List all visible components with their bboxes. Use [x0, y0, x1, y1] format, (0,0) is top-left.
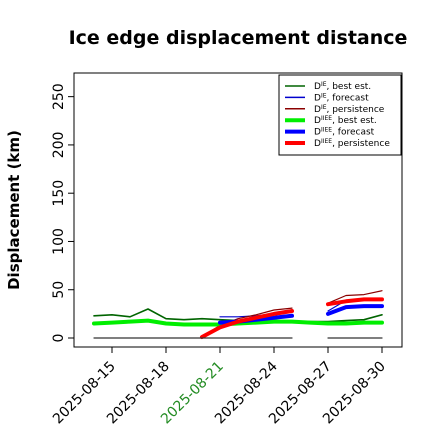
series-line-7	[326, 304, 384, 316]
legend-label-3: DIIEE, best est.	[314, 115, 377, 126]
y-tick-label-0: 0	[51, 334, 67, 343]
y-tick-label-3: 150	[51, 180, 67, 207]
legend-label-0: DIE, best est.	[314, 81, 371, 92]
legend-label-5: DIIEE, persistence	[314, 138, 390, 149]
y-axis: 0 50 100 150 200 250	[51, 83, 75, 343]
y-tick-label-5: 250	[51, 83, 67, 110]
legend-label-2: DIE, persistence	[314, 104, 385, 115]
y-axis-label: Displacement (km)	[5, 130, 23, 290]
chart-title: Ice edge displacement distance	[69, 27, 408, 49]
series-layer	[92, 290, 384, 339]
legend-label-4: DIIEE, forecast	[314, 127, 375, 138]
y-tick-label-1: 50	[51, 281, 67, 299]
y-tick-label-4: 200	[51, 132, 67, 159]
series-line-8	[200, 309, 294, 339]
series-line-9	[326, 297, 384, 307]
y-tick-label-2: 100	[51, 228, 67, 255]
x-axis: 2025-08-152025-08-182025-08-212025-08-24…	[50, 346, 389, 427]
legend-label-1: DIE, forecast	[314, 92, 369, 103]
series-line-4	[327, 290, 383, 304]
